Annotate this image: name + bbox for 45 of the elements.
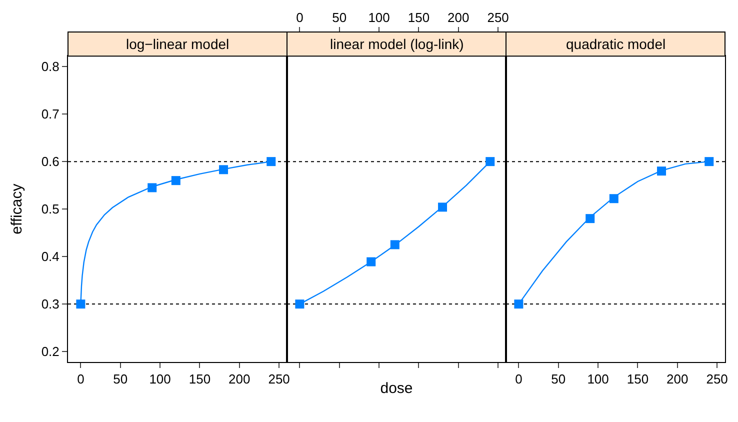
x2-tick-label: 50: [332, 10, 347, 25]
point: [514, 300, 524, 309]
y-tick-label: 0.7: [41, 106, 60, 122]
point: [586, 214, 595, 224]
x-tick-label: 150: [626, 372, 649, 387]
y-tick-label: 0.5: [41, 202, 60, 217]
y-tick-label: 0.4: [41, 249, 60, 264]
x2-tick-label: 250: [487, 10, 509, 25]
x-tick-label: 150: [188, 372, 211, 387]
chart-title: log−linear model: [126, 36, 230, 52]
point: [219, 165, 228, 174]
y-tick-label: 0.8: [41, 59, 60, 74]
chart-title: linear model (log-link): [330, 36, 464, 52]
point: [704, 157, 714, 166]
x-axis-title: dose: [380, 380, 413, 397]
point: [76, 300, 86, 309]
x-tick-label: 0: [77, 372, 84, 387]
x-tick-label: 0: [515, 372, 522, 387]
x-tick-label: 100: [149, 372, 171, 387]
point: [266, 157, 276, 166]
x-tick-label: 250: [706, 372, 728, 387]
point: [486, 157, 495, 166]
point: [390, 240, 400, 250]
x-tick-label: 250: [268, 372, 290, 387]
x-tick-label: 50: [113, 372, 128, 387]
x-tick-label: 200: [666, 372, 688, 387]
y-tick-label: 0.6: [41, 154, 60, 170]
x2-tick-label: 200: [448, 10, 470, 25]
point: [171, 176, 180, 186]
x2-tick-label: 100: [368, 10, 390, 25]
point: [366, 257, 376, 266]
x2-tick-label: 0: [296, 10, 304, 25]
y-tick-label: 0.3: [41, 296, 60, 312]
x-tick-label: 200: [228, 372, 250, 387]
y-axis-title: efficacy: [8, 183, 26, 234]
point: [295, 300, 304, 309]
y-tick-label: 0.2: [41, 344, 60, 360]
point: [438, 202, 448, 212]
x2-tick-label: 150: [408, 10, 430, 25]
point: [148, 183, 157, 192]
point: [657, 166, 666, 176]
point: [609, 194, 618, 204]
x-tick-label: 100: [587, 372, 609, 387]
chart-title: quadratic model: [566, 36, 666, 52]
x-tick-label: 50: [551, 372, 566, 387]
